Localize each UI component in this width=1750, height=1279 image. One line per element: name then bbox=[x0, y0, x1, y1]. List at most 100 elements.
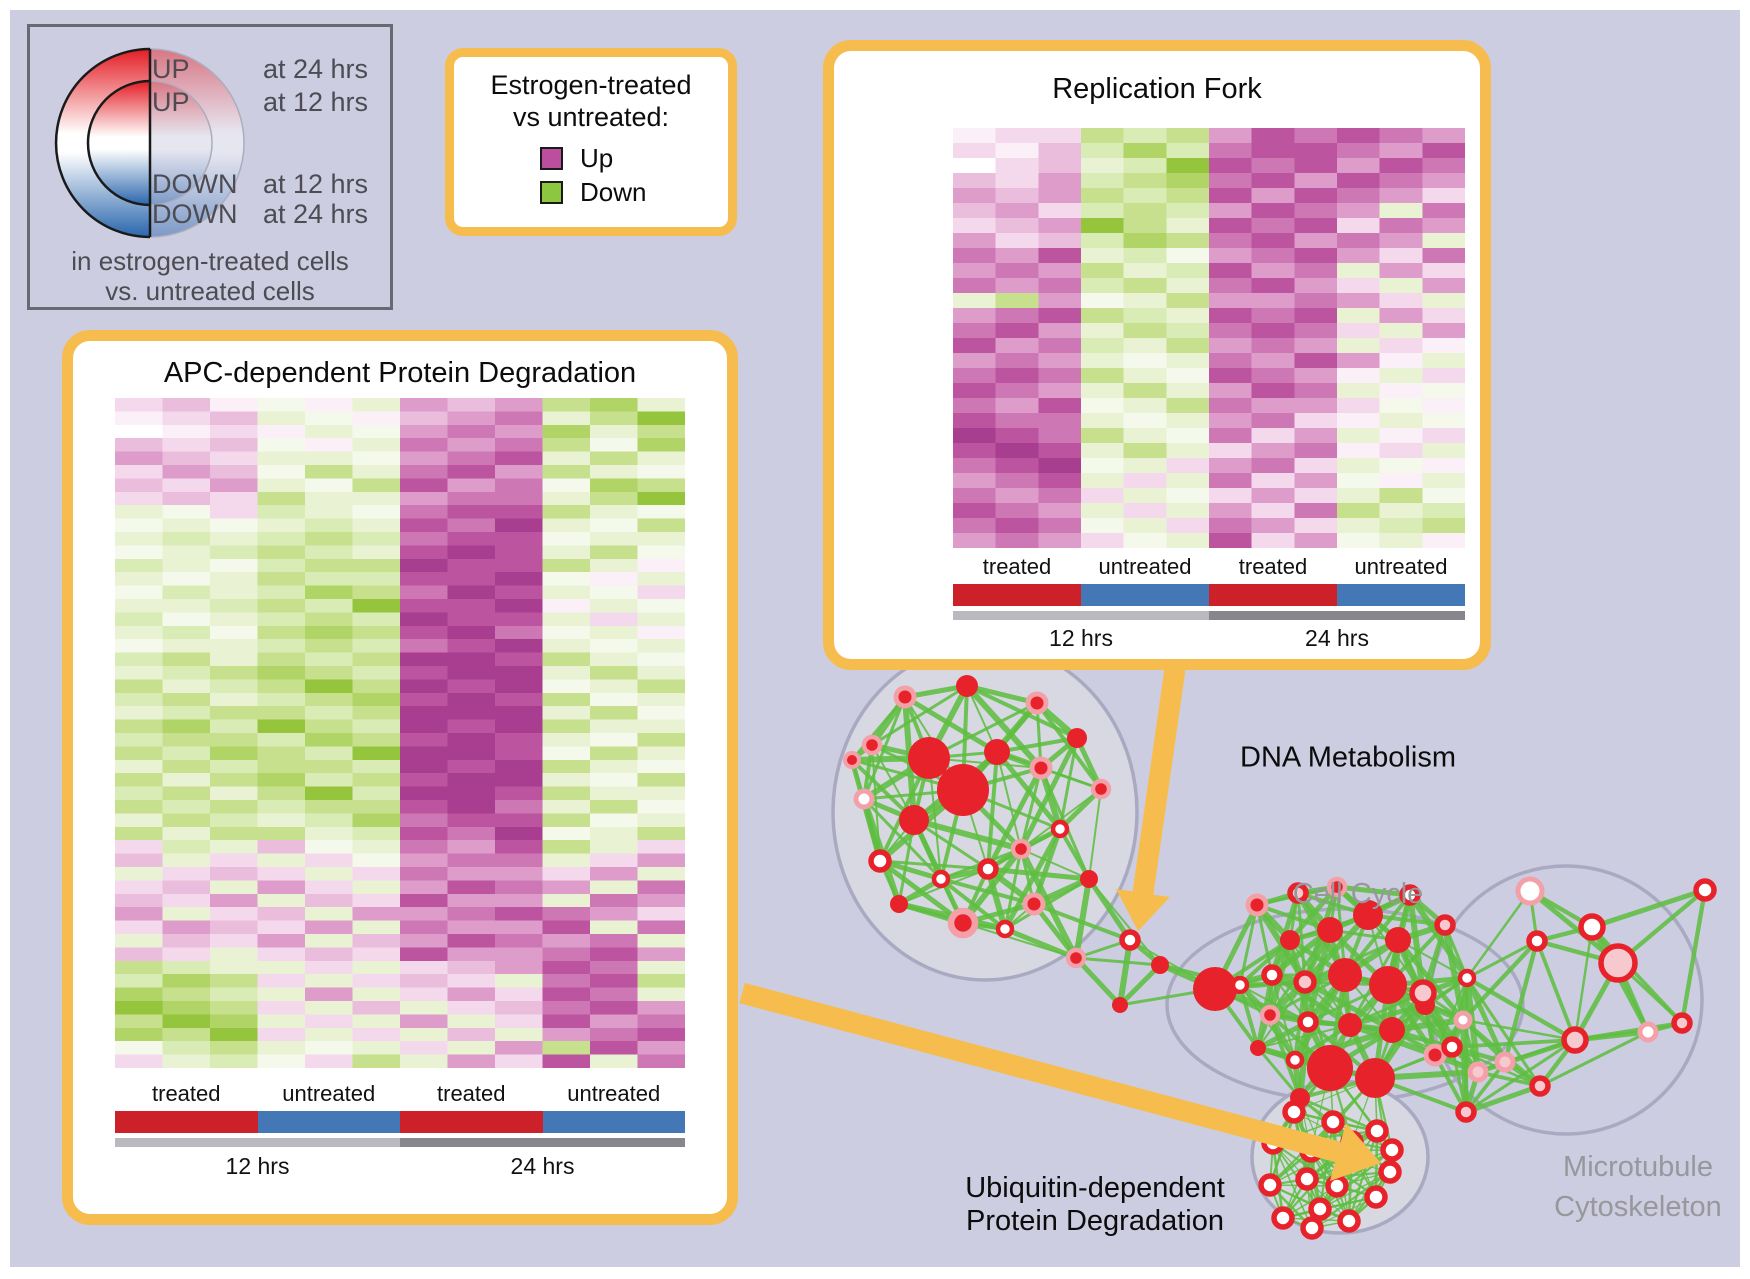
heatmap-cell bbox=[352, 505, 401, 520]
heatmap-cell bbox=[1081, 308, 1125, 324]
heatmap-cell bbox=[1166, 248, 1210, 264]
heatmap-cell bbox=[1422, 503, 1465, 519]
network-edge bbox=[1255, 903, 1274, 977]
network-edge bbox=[1465, 889, 1532, 980]
heatmap-cell bbox=[1251, 533, 1295, 548]
heatmap-cell bbox=[1081, 278, 1125, 294]
heatmap-cell bbox=[1123, 338, 1167, 354]
heatmap-cell bbox=[305, 585, 353, 600]
heatmap-cell bbox=[590, 518, 638, 533]
heatmap-cell bbox=[1081, 383, 1125, 399]
heatmap-cell bbox=[495, 773, 543, 788]
heatmap-cell bbox=[447, 867, 496, 881]
heatmap-cell bbox=[1379, 338, 1423, 354]
heatmap-cell bbox=[400, 746, 448, 761]
heatmap-cell bbox=[1038, 518, 1082, 534]
heatmap-cell bbox=[495, 706, 543, 721]
heatmap-cell bbox=[305, 652, 353, 667]
network-node-ringP bbox=[1455, 1101, 1477, 1123]
heatmap-cell bbox=[257, 987, 306, 1002]
heatmap-cell bbox=[352, 974, 401, 989]
heatmap-cell bbox=[305, 880, 353, 895]
heatmap-cell bbox=[1294, 533, 1338, 548]
heatmap-cell bbox=[1081, 503, 1125, 519]
heatmap-cell bbox=[352, 1014, 401, 1029]
network-edge bbox=[1002, 926, 1079, 961]
heatmap-cell bbox=[305, 853, 353, 868]
heatmap-cell bbox=[447, 679, 496, 694]
network-node-halo bbox=[947, 907, 979, 939]
heatmap-cell bbox=[1038, 353, 1082, 369]
heatmap-cell bbox=[162, 1001, 211, 1015]
heatmap-cell bbox=[1422, 158, 1465, 174]
network-node-ringW bbox=[1295, 1167, 1319, 1191]
heatmap-cell bbox=[495, 572, 543, 587]
heatmap-cell bbox=[495, 411, 543, 426]
network-edge bbox=[1058, 827, 1091, 881]
heatmap-cell bbox=[447, 840, 496, 855]
heatmap-cell bbox=[400, 465, 448, 479]
heatmap-cell bbox=[542, 652, 591, 667]
heatmap-cell bbox=[590, 826, 638, 841]
heatmap-cell bbox=[400, 706, 448, 721]
heatmap-cell bbox=[447, 639, 496, 654]
heatmap-cell bbox=[1422, 218, 1465, 234]
heatmap-cell bbox=[400, 612, 448, 627]
heatmap-cell bbox=[995, 368, 1039, 384]
heatmap-cell bbox=[447, 692, 496, 707]
heatmap-cell bbox=[162, 478, 211, 493]
network-node-pringP bbox=[1467, 1061, 1489, 1083]
heatmap-cell bbox=[953, 413, 997, 429]
heatmap-cell bbox=[352, 679, 401, 694]
heatmap-cell bbox=[495, 639, 543, 654]
heatmap-cell bbox=[257, 465, 306, 479]
apc-time-labels: 12 hrs 24 hrs bbox=[115, 1153, 685, 1180]
heatmap-cell bbox=[1379, 473, 1423, 489]
heatmap-cell bbox=[1251, 458, 1295, 474]
heatmap-cell bbox=[542, 424, 591, 439]
heatmap-cell bbox=[352, 545, 401, 560]
heatmap-cell bbox=[542, 1001, 591, 1015]
heatmap-cell bbox=[1038, 398, 1082, 414]
heatmap-cell bbox=[953, 158, 997, 174]
heatmap-cell bbox=[1422, 398, 1465, 414]
heatmap-cell bbox=[1166, 323, 1210, 339]
heatmap-cell bbox=[542, 518, 591, 533]
arrow-head-1 bbox=[1116, 889, 1170, 931]
heatmap-cell bbox=[305, 759, 353, 774]
apc-group-label-3: treated bbox=[437, 1081, 506, 1106]
heatmap-cell bbox=[305, 625, 353, 640]
heatmap-cell bbox=[1422, 188, 1465, 204]
heatmap-cell bbox=[352, 465, 401, 479]
heatmap-cell bbox=[257, 572, 306, 587]
network-edge bbox=[1460, 938, 1540, 1023]
heatmap-cell bbox=[115, 853, 163, 868]
network-edge bbox=[1461, 1018, 1577, 1042]
heatmap-cell bbox=[1337, 488, 1381, 504]
heatmap-cell bbox=[542, 692, 591, 707]
heatmap-cell bbox=[542, 706, 591, 721]
heatmap-cell bbox=[495, 478, 543, 493]
heatmap-cell bbox=[542, 438, 591, 453]
heatmap-cell bbox=[995, 128, 1039, 144]
heatmap-cell bbox=[305, 424, 353, 439]
network-edge bbox=[1239, 984, 1309, 1023]
network-edge bbox=[850, 695, 907, 762]
heatmap-cell bbox=[995, 278, 1039, 294]
heatmap-cell bbox=[590, 880, 638, 895]
heatmap-cell bbox=[352, 692, 401, 707]
updown-rings-icon bbox=[54, 46, 247, 240]
heatmap-cell bbox=[995, 533, 1039, 548]
heatmap-cell bbox=[1038, 458, 1082, 474]
network-edge bbox=[1117, 937, 1133, 1008]
heatmap-cell bbox=[400, 639, 448, 654]
heatmap-cell bbox=[257, 679, 306, 694]
heatmap-cell bbox=[447, 465, 496, 479]
heatmap-cell bbox=[637, 813, 685, 828]
heatmap-cell bbox=[400, 491, 448, 506]
up-color-swatch bbox=[540, 147, 563, 170]
heatmap-cell bbox=[1294, 398, 1338, 414]
heatmap-cell bbox=[1337, 248, 1381, 264]
network-edge bbox=[1073, 955, 1123, 1008]
